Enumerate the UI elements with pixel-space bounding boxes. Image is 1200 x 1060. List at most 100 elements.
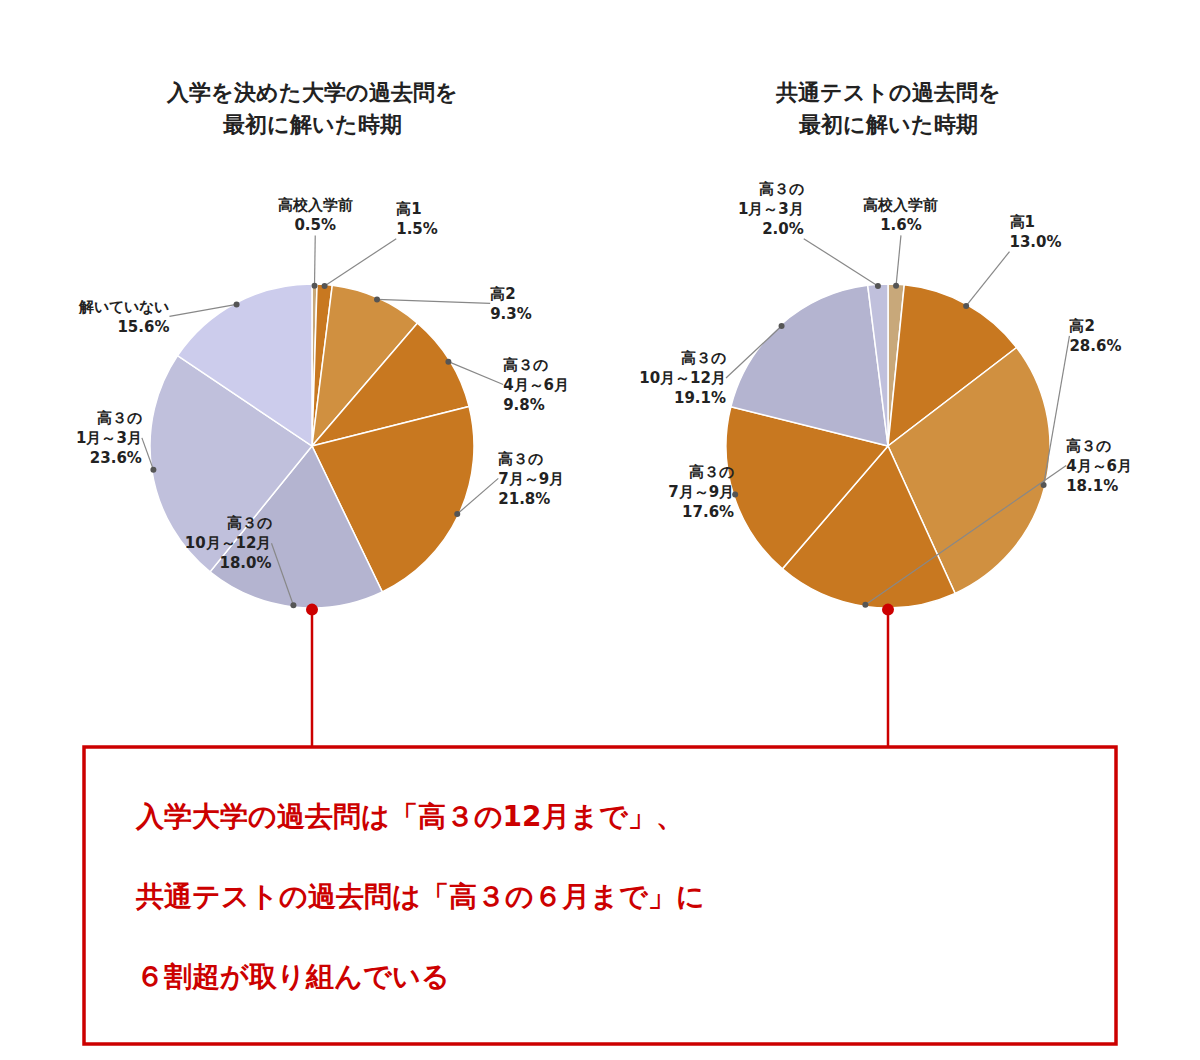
highlight-dot bbox=[306, 604, 318, 616]
data-label: 15.6% bbox=[117, 318, 169, 336]
category-label: 高1 bbox=[1010, 213, 1035, 231]
leader-line bbox=[865, 465, 1066, 604]
leader-line bbox=[142, 438, 153, 470]
leader-dot bbox=[290, 602, 296, 608]
leader-line bbox=[726, 326, 782, 378]
annotation-line: 入学大学の過去問は「高３の12月まで」、 bbox=[135, 800, 684, 833]
leader-dot bbox=[374, 296, 380, 302]
category-label: 高３の 1月～3月 bbox=[738, 180, 804, 218]
annotation-text: 入学大学の過去問は「高３の12月まで」、共通テストの過去問は「高３の６月まで」に… bbox=[135, 800, 705, 993]
chart-title-line: 共通テストの過去問を bbox=[775, 80, 1001, 105]
category-label-line: 高2 bbox=[1069, 317, 1094, 335]
category-label-line: 高３の bbox=[1066, 437, 1111, 455]
category-label-line: 高３の bbox=[97, 409, 142, 427]
pie-slice bbox=[868, 284, 888, 446]
chart-title-line: 最初に解いた時期 bbox=[798, 112, 978, 137]
category-label-line: 高３の bbox=[681, 349, 726, 367]
category-label-line: 4月～6月 bbox=[1066, 457, 1132, 475]
leader-dot bbox=[893, 283, 899, 289]
category-label: 高３の 4月～6月 bbox=[503, 356, 569, 394]
pie-group bbox=[726, 284, 1050, 608]
category-label: 高３の 10月～12月 bbox=[639, 349, 726, 387]
category-label-line: 解いていない bbox=[78, 298, 169, 316]
category-label: 高校入学前 bbox=[278, 196, 353, 214]
leader-dot bbox=[322, 283, 328, 289]
leader-line bbox=[169, 304, 236, 316]
data-label: 17.6% bbox=[682, 503, 734, 521]
leader-dot bbox=[862, 602, 868, 608]
category-label: 高校入学前 bbox=[863, 196, 938, 214]
data-label: 1.5% bbox=[396, 220, 438, 238]
leader-line bbox=[448, 362, 503, 385]
leader-dot bbox=[875, 283, 881, 289]
data-label: 21.8% bbox=[498, 490, 550, 508]
data-label: 0.5% bbox=[294, 216, 336, 234]
highlight-dot bbox=[882, 604, 894, 616]
leader-line bbox=[457, 478, 498, 514]
annotation-line: ６割超が取り組んでいる bbox=[136, 960, 450, 993]
category-label-line: 10月～12月 bbox=[185, 534, 272, 552]
leader-line bbox=[314, 235, 316, 285]
slices bbox=[150, 284, 474, 608]
category-label: 高３の 10月～12月 bbox=[185, 514, 272, 552]
data-label: 28.6% bbox=[1069, 337, 1121, 355]
category-label-line: 高３の bbox=[227, 514, 272, 532]
category-label: 高３の 7月～9月 bbox=[668, 463, 734, 501]
data-label: 18.1% bbox=[1066, 477, 1118, 495]
category-label-line: 高３の bbox=[759, 180, 804, 198]
category-label-line: 4月～6月 bbox=[503, 376, 569, 394]
chart-canvas: 入学を決めた大学の過去問を最初に解いた時期高校入学前0.5%高11.5%高29.… bbox=[0, 0, 1200, 1060]
leader-line bbox=[272, 543, 294, 605]
data-label: 13.0% bbox=[1010, 233, 1062, 251]
leader-line bbox=[966, 252, 1009, 306]
category-label: 高３の1月～3月 bbox=[76, 409, 142, 447]
data-label: 9.8% bbox=[503, 396, 545, 414]
category-label-line: 高1 bbox=[1010, 213, 1035, 231]
leader-dot bbox=[150, 467, 156, 473]
category-label-line: 10月～12月 bbox=[639, 369, 726, 387]
data-label: 1.6% bbox=[880, 216, 922, 234]
labels: 高校入学前 0.5% 高1 1.5% 高2 9.3% 高３の 4月～6月 9.8% 高３の 7月～9… bbox=[76, 196, 569, 608]
category-label-line: 高1 bbox=[396, 200, 421, 218]
chart-title: 共通テストの過去問を最初に解いた時期 bbox=[775, 80, 1001, 137]
category-label-line: 7月～9月 bbox=[498, 470, 564, 488]
category-label-line: 7月～9月 bbox=[668, 483, 734, 501]
leader-dot bbox=[234, 301, 240, 307]
category-label: 高1 bbox=[396, 200, 421, 218]
category-label: 解いていない bbox=[78, 298, 169, 316]
category-label-line: 1月～3月 bbox=[738, 200, 804, 218]
pie-group bbox=[150, 284, 474, 608]
leader-line bbox=[377, 299, 490, 303]
category-label-line: 高校入学前 bbox=[863, 196, 938, 214]
annotation-box bbox=[84, 747, 1116, 1044]
category-label-line: 高校入学前 bbox=[278, 196, 353, 214]
chart-title: 入学を決めた大学の過去問を最初に解いた時期 bbox=[166, 80, 458, 137]
category-label-line: 高３の bbox=[498, 450, 543, 468]
category-label: 高３の 4月～6月 bbox=[1066, 437, 1132, 475]
data-label: 18.0% bbox=[219, 554, 271, 572]
leader-line bbox=[804, 239, 878, 286]
chart-title-line: 入学を決めた大学の過去問を bbox=[166, 80, 458, 105]
leader-line bbox=[325, 239, 397, 286]
leader-dot bbox=[454, 511, 460, 517]
data-label: 9.3% bbox=[490, 305, 532, 323]
chart-title-line: 最初に解いた時期 bbox=[222, 112, 402, 137]
data-label: 23.6% bbox=[90, 449, 142, 467]
annotation-line: 共通テストの過去問は「高３の６月まで」に bbox=[135, 880, 705, 913]
leader-dot bbox=[963, 303, 969, 309]
data-label: 19.1% bbox=[674, 389, 726, 407]
highlight-connector bbox=[311, 610, 314, 747]
category-label-line: 高2 bbox=[490, 285, 515, 303]
data-label: 2.0% bbox=[762, 220, 804, 238]
leader-line bbox=[896, 235, 901, 285]
leader-dot bbox=[445, 359, 451, 365]
category-label: 高2 bbox=[1069, 317, 1094, 335]
leader-dot bbox=[779, 323, 785, 329]
slices bbox=[726, 284, 1050, 608]
category-label-line: 高３の bbox=[503, 356, 548, 374]
pie-slice bbox=[731, 285, 888, 446]
category-label: 高３の 7月～9月 bbox=[498, 450, 564, 488]
pie-slice bbox=[178, 284, 312, 446]
highlight-connector bbox=[887, 610, 890, 747]
category-label-line: 高３の bbox=[689, 463, 734, 481]
